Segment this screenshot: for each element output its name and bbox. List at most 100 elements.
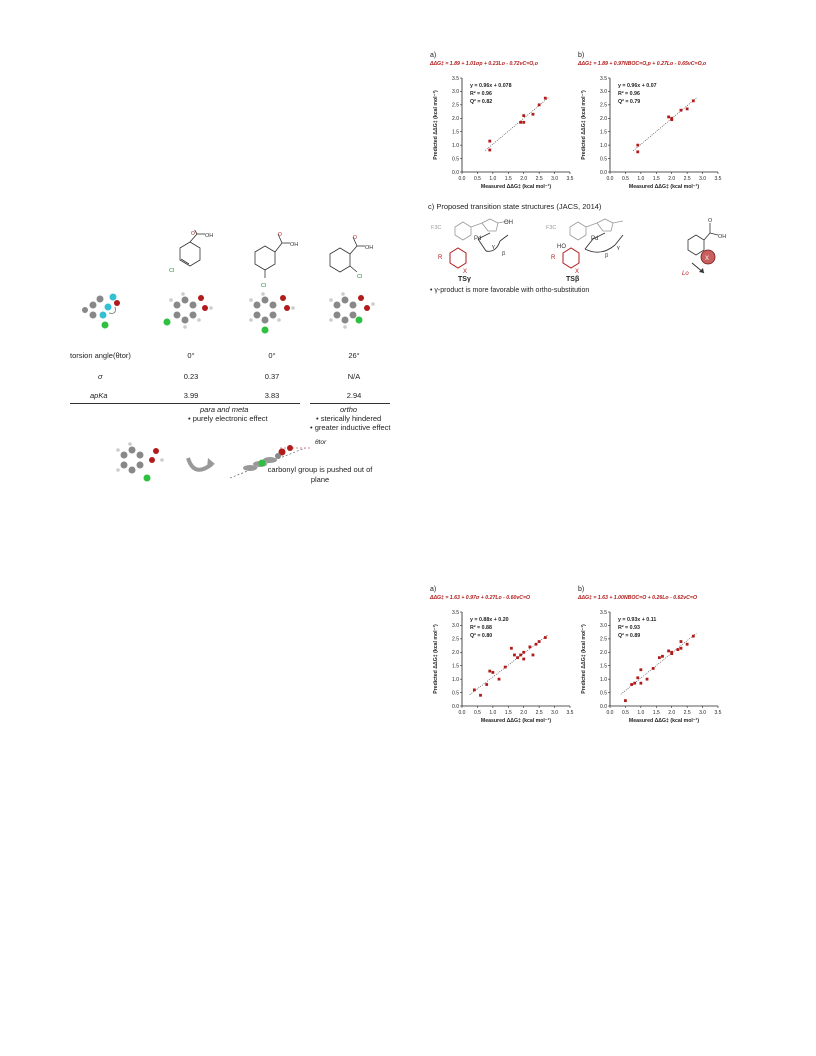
pka-ortho: 2.94: [346, 391, 362, 400]
data-point: [531, 653, 535, 657]
y-tick-label: 3.0: [452, 623, 459, 629]
data-point: [670, 116, 674, 120]
x-tick-label: 1.0: [637, 176, 644, 182]
y-tick-label: 3.5: [600, 610, 607, 616]
data-point: [537, 640, 541, 643]
fit-statistic: y = 0.93x + 0.11: [618, 617, 656, 623]
svg-text:β: β: [605, 253, 608, 259]
x-tick-label: 1.5: [505, 176, 512, 182]
data-point: [497, 677, 501, 681]
ts-gamma-label: TSγ: [458, 276, 471, 283]
data-point: [667, 649, 671, 653]
x-tick-label: 1.0: [489, 176, 496, 182]
group-para-meta-note: • purely electronic effect: [188, 414, 268, 423]
svg-text:OH: OH: [718, 234, 726, 240]
y-tick-label: 2.5: [600, 103, 607, 109]
ts-gamma-structure: F3C Pd OH γ β R X: [431, 218, 513, 275]
y-tick-label: 1.0: [452, 677, 459, 683]
y-tick-label: 0.0: [452, 704, 459, 710]
x-tick-label: 2.0: [668, 176, 675, 182]
fit-statistic: R² = 0.96: [618, 91, 640, 97]
x-tick-label: 2.5: [684, 176, 691, 182]
fit-statistic: R² = 0.96: [470, 91, 492, 97]
y-tick-label: 2.5: [452, 637, 459, 643]
svg-text:R: R: [551, 255, 556, 261]
group-ortho-note2: • greater inductive effect: [310, 423, 391, 432]
data-point: [657, 656, 661, 660]
x-tick-label: 0.5: [622, 176, 629, 182]
data-point: [630, 683, 633, 686]
y-tick-label: 1.0: [600, 677, 607, 683]
ball-model-ortho: [329, 292, 375, 329]
ortho-chlorobenzoic-acid-structure: O OH Cl: [329, 235, 373, 280]
table-divider-right: [310, 403, 390, 404]
svg-text:γ: γ: [492, 244, 495, 250]
y-axis-label: Predicted ΔΔG‡ (kcal mol⁻¹): [433, 90, 439, 160]
data-point: [479, 693, 482, 697]
chart-bottom-a: 0.00.0 0.5 0.5 1.0 1.0 1.5 1.5 2.0 2.0 2.5 2.5 3.0 3…: [433, 610, 574, 724]
ortho-benzoic-acid-lo-structure: X O OH Lo: [682, 218, 726, 277]
y-tick-label: 0.5: [452, 156, 459, 162]
x-tick-label: 3.0: [699, 176, 706, 182]
fit-line: [484, 97, 549, 151]
chlorine-label: Cl: [169, 268, 174, 274]
x-tick-label: 1.5: [653, 176, 660, 182]
data-point: [522, 114, 526, 117]
svg-text:X: X: [705, 256, 709, 262]
data-point: [528, 645, 532, 649]
fit-statistic: Q² = 0.80: [470, 633, 492, 639]
oxygen-label: O: [191, 231, 195, 237]
data-point: [537, 103, 541, 107]
svg-text:Pd: Pd: [591, 236, 598, 242]
x-tick-label: 1.5: [653, 710, 660, 716]
x-tick-label: 2.0: [520, 176, 527, 182]
chart-bottom-b: 0.00.0 0.5 0.5 1.0 1.0 1.5 1.5 2.0 2.0 2.5 2.5 3.0 3…: [581, 610, 722, 724]
cf3-label: F3C: [546, 225, 556, 231]
lo-label: Lo: [682, 271, 689, 277]
hydroxyl-label: OH: [290, 242, 298, 248]
ts-beta-label: TSβ: [566, 276, 580, 283]
cf3-label: F3C: [431, 225, 441, 231]
ball-model-para: [163, 292, 213, 329]
y-tick-label: 2.5: [600, 637, 607, 643]
x-tick-label: 0.0: [459, 176, 466, 182]
y-tick-label: 1.0: [600, 143, 607, 149]
y-axis-label: Predicted ΔΔG‡ (kcal mol⁻¹): [433, 624, 439, 694]
y-tick-label: 2.0: [600, 650, 607, 656]
svg-text:R: R: [438, 255, 443, 261]
data-point: [624, 699, 627, 703]
y-tick-label: 3.0: [600, 89, 607, 95]
data-point: [636, 150, 640, 154]
data-point: [636, 676, 640, 680]
bottom-b-equation: ΔΔG‡ = 1.63 + 1.00NBOC=O + 0.26Lo - 0.62…: [578, 595, 697, 601]
data-point: [667, 115, 671, 119]
hydroxyl-label: OH: [205, 233, 213, 239]
svg-text:O: O: [708, 218, 713, 224]
y-tick-label: 2.0: [452, 650, 459, 656]
chart-top-a: 0.00.0 0.5 0.5 1.0 1.0 1.5 1.5 2.0 2.0 2.5 2.5 3.0 3…: [433, 76, 574, 190]
panel-c-title: c) Proposed transition state structures …: [428, 202, 602, 211]
data-point: [491, 671, 495, 674]
y-tick-label: 0.5: [600, 156, 607, 162]
fit-statistic: R² = 0.93: [618, 625, 640, 631]
fit-statistic: Q² = 0.82: [470, 99, 492, 105]
panel-c-note: • γ-product is more favorable with ortho…: [430, 287, 590, 294]
fit-statistic: Q² = 0.79: [618, 99, 640, 105]
y-tick-label: 1.5: [452, 664, 459, 670]
y-tick-label: 1.0: [452, 143, 459, 149]
torsion-note: carbonyl group is pushed out of plane: [267, 465, 373, 484]
top-b-equation: ΔΔG‡ = 1.89 + 0.97NBOC=O,p + 0.27Lo - 0.…: [578, 61, 707, 67]
x-tick-label: 3.0: [551, 176, 558, 182]
table-divider-left: [70, 403, 300, 404]
data-point: [670, 650, 674, 654]
x-tick-label: 0.5: [474, 176, 481, 182]
fit-statistic: y = 0.96x + 0.078: [470, 83, 512, 89]
data-point: [488, 669, 492, 673]
y-tick-label: 2.0: [600, 116, 607, 122]
theta-label: θtor: [315, 439, 327, 446]
x-tick-label: 3.0: [699, 710, 706, 716]
x-tick-label: 3.5: [567, 176, 574, 182]
oxygen-label: O: [278, 232, 282, 238]
data-point: [509, 646, 513, 650]
y-axis-label: Predicted ΔΔG‡ (kcal mol⁻¹): [581, 90, 587, 160]
